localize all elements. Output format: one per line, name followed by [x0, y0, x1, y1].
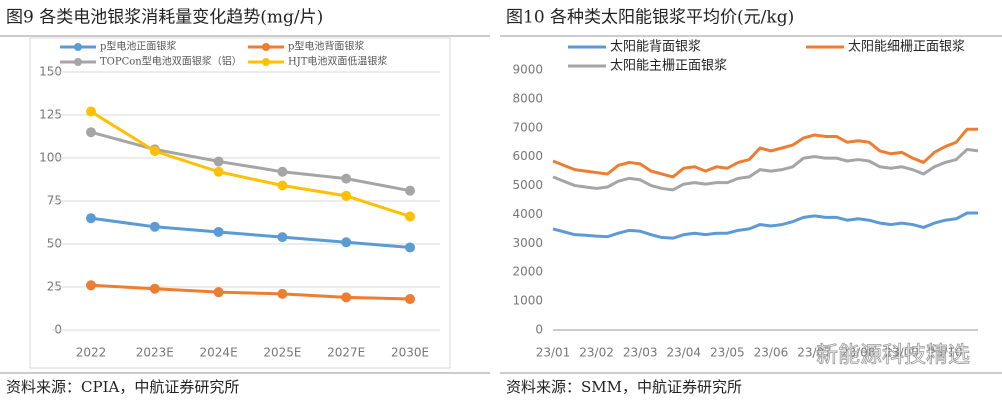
y-tick-label: 1000 [512, 294, 543, 308]
x-tick-label: 2027E [327, 346, 365, 360]
y-tick-label: 2000 [512, 265, 543, 279]
legend-marker [74, 58, 82, 66]
point [405, 211, 415, 222]
legend-label: 太阳能细栅正面银浆 [848, 40, 965, 55]
series-line [90, 216, 411, 249]
x-tick-label: 2025E [263, 346, 301, 360]
x-tick-label: 2023E [136, 346, 174, 360]
x-tick-label: 23/09 [884, 346, 919, 360]
chart-title: 图10 各种类太阳能银浆平均价(元/kg) [506, 8, 794, 28]
point [405, 242, 415, 253]
point [149, 283, 160, 294]
legend-label: TOPCon型电池双面银浆（铝） [100, 55, 242, 68]
legend-label: p型电池正面银浆 [100, 40, 176, 53]
watermark: 新能源科技精选 [816, 343, 970, 368]
point [341, 190, 352, 201]
y-tick-label: 125 [39, 108, 62, 122]
point [341, 173, 352, 184]
y-tick-label: 9000 [512, 63, 543, 77]
point [277, 288, 288, 299]
point [277, 180, 288, 191]
x-tick-label: 23/08 [841, 346, 876, 360]
series-line [552, 147, 979, 192]
point [149, 221, 160, 232]
x-tick-label: 23/06 [754, 346, 789, 360]
y-tick-label: 8000 [512, 91, 543, 105]
x-tick-label: 23/02 [579, 346, 614, 360]
series-line [552, 211, 978, 240]
point [86, 213, 96, 224]
y-tick-label: 4000 [512, 207, 543, 221]
legend-marker [262, 43, 270, 51]
x-tick-label: 23/01 [536, 346, 571, 360]
legend-marker [262, 58, 270, 66]
x-tick-label: 2030E [391, 346, 429, 360]
y-tick-label: 0 [535, 323, 543, 337]
legend-label: HJT电池双面低温银浆 [288, 55, 387, 68]
point [405, 294, 415, 305]
y-tick-label: 6000 [512, 149, 543, 163]
legend-label: 太阳能背面银浆 [610, 40, 701, 55]
x-tick-label: 23/10 [928, 346, 963, 360]
source-note: 资料来源：CPIA，中航证券研究所 [6, 378, 239, 396]
y-tick-label: 150 [39, 65, 62, 79]
point [213, 287, 224, 298]
point [213, 226, 224, 237]
x-tick-label: 2022 [76, 346, 107, 360]
y-tick-label: 100 [39, 151, 62, 165]
x-tick-label: 23/07 [797, 346, 832, 360]
source-note: 资料来源：SMM，中航证券研究所 [506, 378, 742, 396]
series-line [90, 110, 411, 218]
point [277, 166, 288, 177]
y-tick-label: 3000 [512, 236, 543, 250]
series-line [552, 127, 978, 179]
y-tick-label: 5000 [512, 178, 543, 192]
series-line [90, 130, 411, 193]
point [405, 185, 415, 196]
point [86, 127, 96, 138]
legend-label: p型电池背面银浆 [288, 40, 364, 53]
x-tick-label: 23/03 [623, 346, 658, 360]
x-tick-label: 23/05 [710, 346, 745, 360]
y-tick-label: 7000 [512, 120, 543, 134]
point [149, 146, 160, 157]
legend-label: 太阳能主栅正面银浆 [610, 59, 727, 74]
point [213, 156, 224, 167]
x-tick-label: 2024E [200, 346, 238, 360]
point [277, 232, 288, 243]
series-line [90, 283, 411, 301]
point [86, 106, 96, 117]
point [341, 237, 352, 248]
point [86, 280, 96, 291]
chart-title: 图9 各类电池银浆消耗量变化趋势(mg/片) [6, 8, 323, 28]
legend-marker [74, 43, 82, 51]
x-tick-label: 23/04 [666, 346, 701, 360]
point [341, 292, 352, 303]
plot-frame [29, 37, 451, 369]
point [213, 166, 224, 177]
